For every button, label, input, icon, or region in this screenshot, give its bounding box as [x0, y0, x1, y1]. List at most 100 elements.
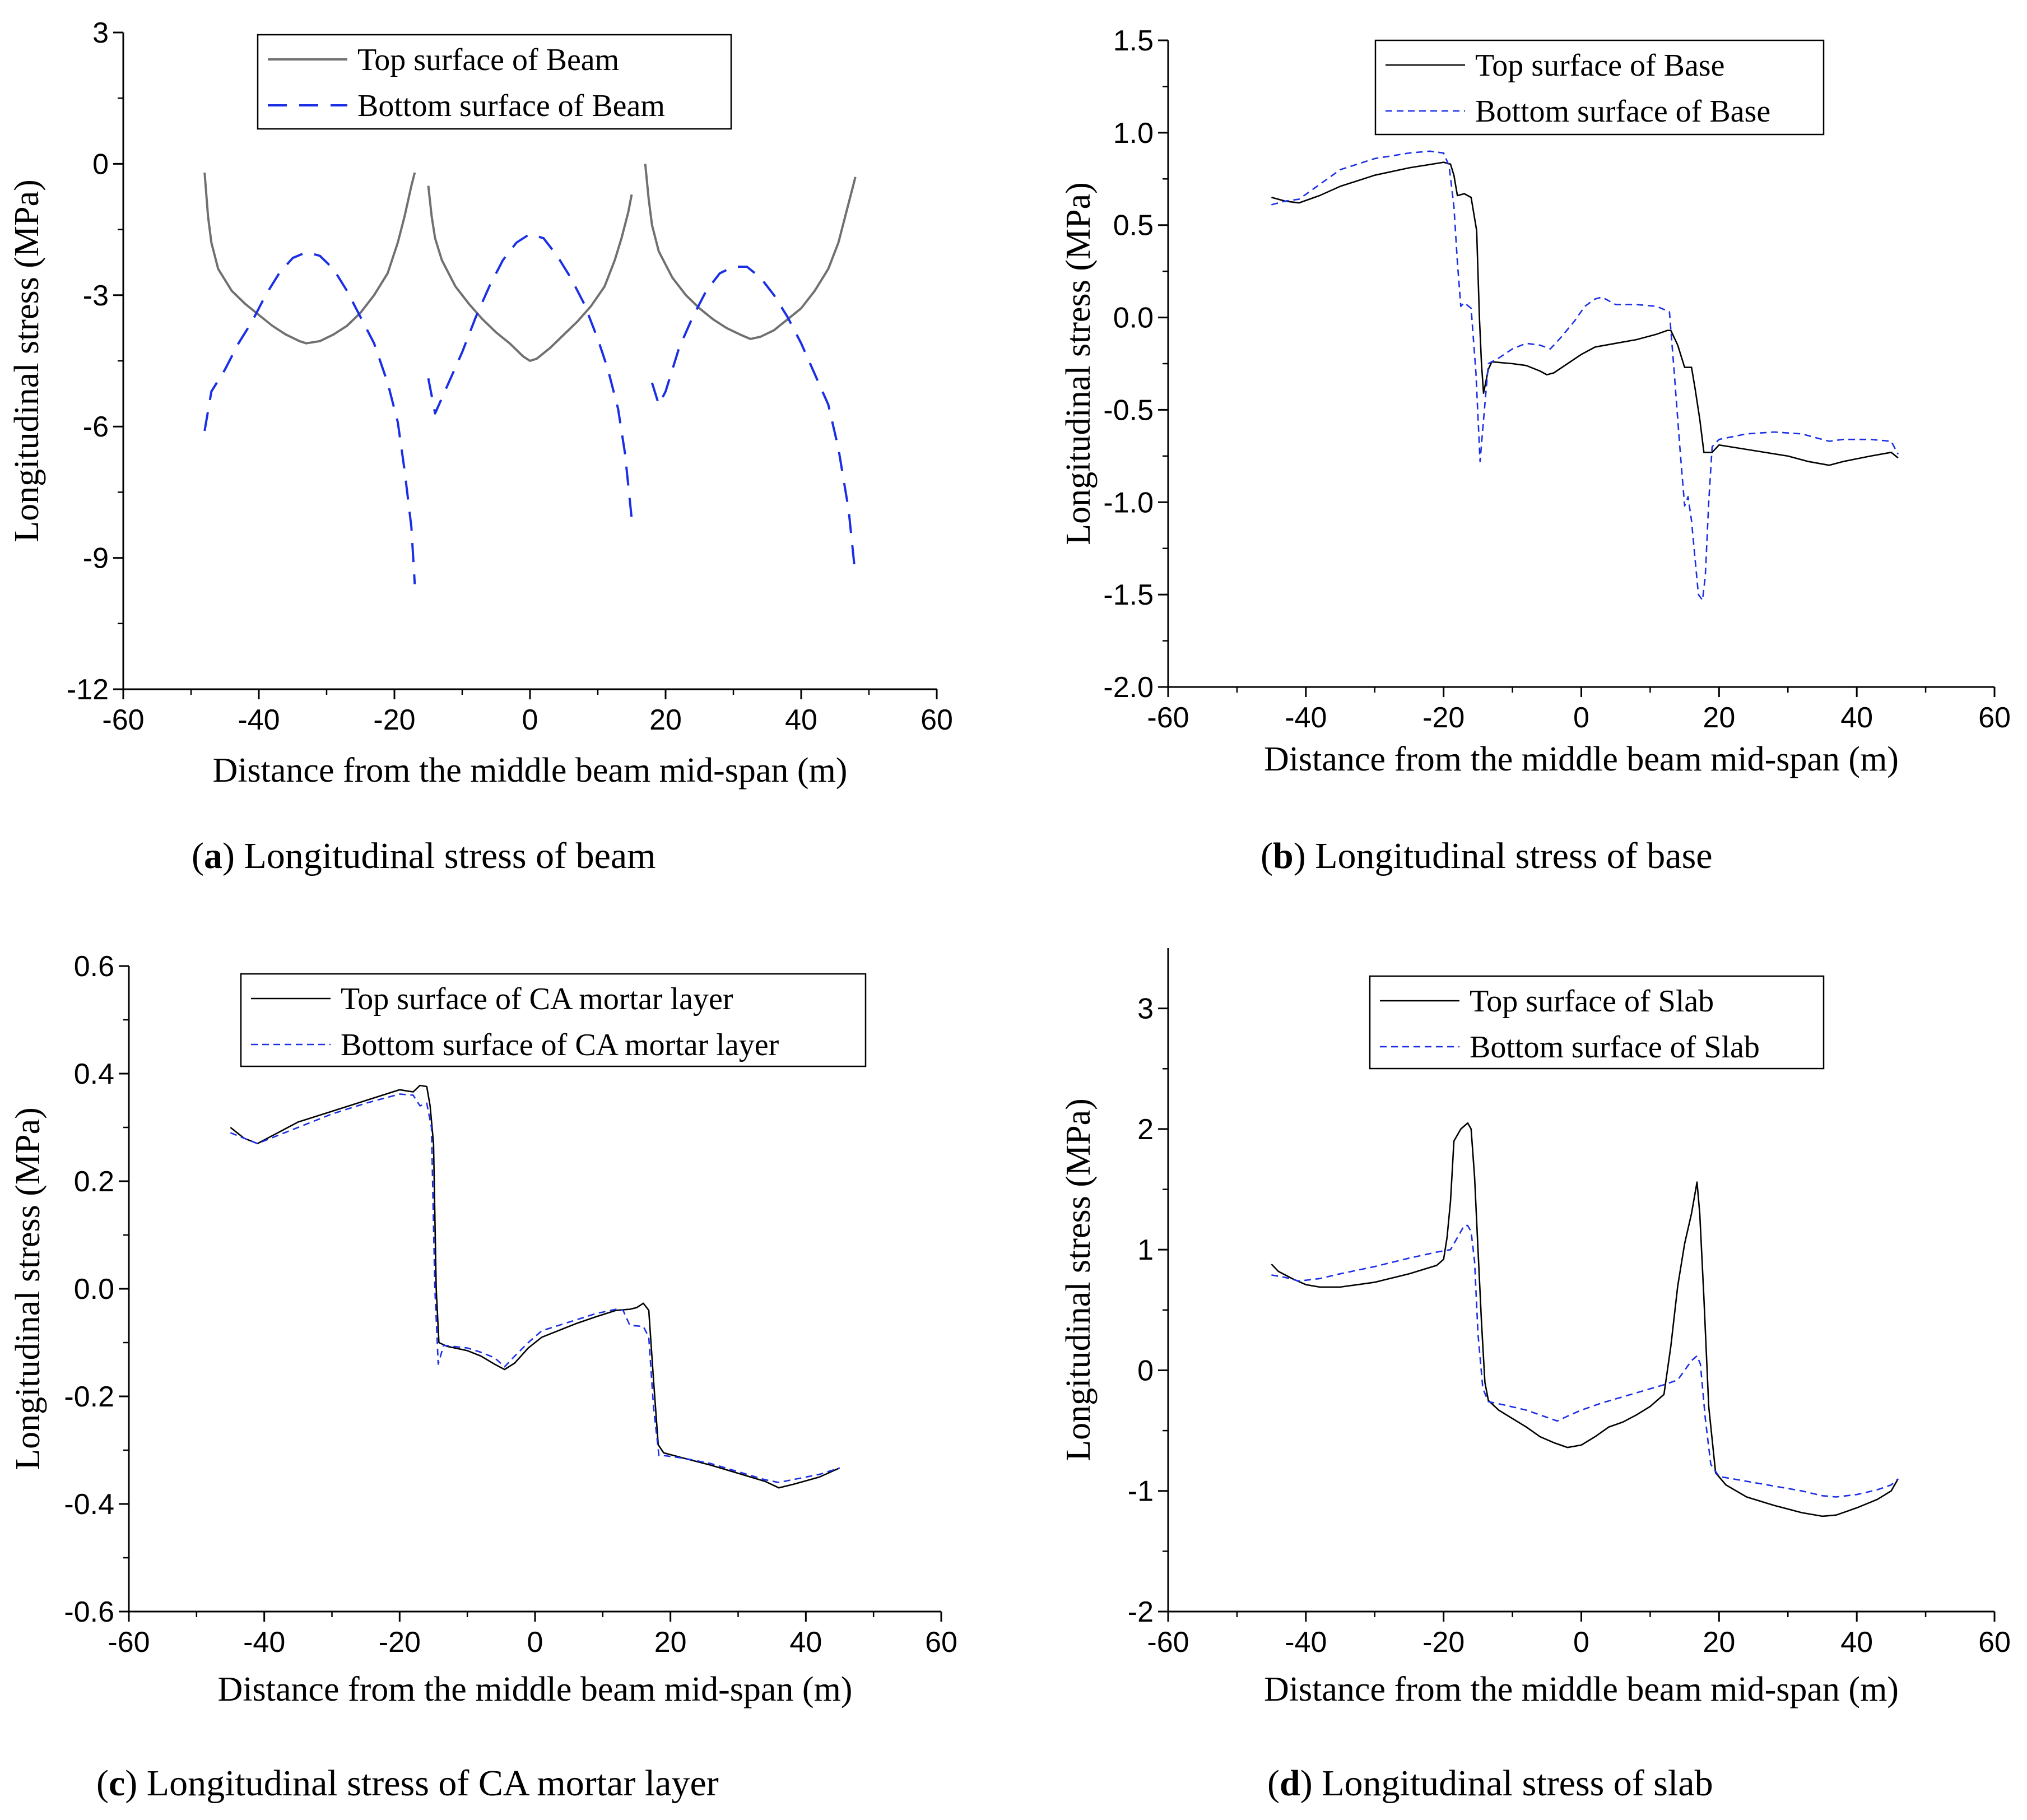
legend-label-top: Top surface of Slab [1470, 984, 1714, 1019]
x-tick-label: 60 [1978, 1626, 2011, 1659]
chart-b: -60 -40 -20 0 20 40 60 -2.0 -1.5 -1.0 -0.5 0.0 0.5 1.… [1059, 25, 2011, 778]
y-tick-label: 0.4 [74, 1058, 114, 1090]
y-tick-label: 0.6 [74, 950, 114, 983]
x-tick-label: 0 [1573, 1626, 1589, 1659]
series-top-surface-line [1271, 1122, 1899, 1517]
x-tick-label: -40 [238, 704, 280, 736]
x-tick-label: -20 [1422, 702, 1465, 734]
y-tick-label: 0 [92, 148, 109, 180]
x-tick-label: -20 [1422, 1626, 1465, 1659]
y-tick-label: 0.5 [1113, 210, 1154, 242]
chart-c: -60 -40 -20 0 20 40 60 -0.6 -0.4 -0.2 0.0 0.2 0.4 0.6… [9, 950, 957, 1708]
x-tick-label: 40 [1840, 1626, 1873, 1659]
x-tick-label: 60 [1978, 702, 2011, 734]
caption-b-text: Longitudinal stress of base [1305, 835, 1713, 876]
y-tick-label: -2.0 [1103, 671, 1154, 704]
x-tick-label: 60 [920, 704, 953, 736]
y-tick-label: 2 [1137, 1113, 1154, 1146]
y-tick-label: 0.0 [1113, 302, 1154, 335]
y-axis-label: Longitudinal stress (MPa) [9, 1107, 47, 1470]
caption-d-text: Longitudinal stress of slab [1312, 1763, 1713, 1804]
x-tick-label: -40 [243, 1626, 285, 1659]
caption-a-text: Longitudinal stress of beam [234, 835, 656, 876]
legend-box [240, 973, 867, 1067]
x-tick-label: 20 [654, 1626, 687, 1659]
y-tick-label: -0.4 [64, 1488, 114, 1521]
y-tick-label: -3 [83, 280, 109, 312]
legend-box [1374, 39, 1825, 136]
y-tick-label: -0.2 [64, 1381, 114, 1413]
y-tick-label: -0.5 [1103, 394, 1154, 426]
series-top-surface-line [427, 185, 633, 362]
x-tick-label: 40 [1840, 702, 1873, 734]
x-tick-label: 20 [1703, 1626, 1735, 1659]
y-tick-label: -1 [1128, 1475, 1154, 1508]
x-tick-label: 0 [522, 704, 538, 736]
caption-c: (c) Longitudinal stress of CA mortar lay… [96, 1763, 719, 1804]
y-axis-label: Longitudinal stress (MPa) [1059, 182, 1098, 545]
y-axis-label: Longitudinal stress (MPa) [8, 179, 46, 542]
x-tick-label: -60 [1147, 1626, 1189, 1659]
series-bottom-surface-line [230, 1093, 840, 1483]
series-bottom-surface-line [1271, 150, 1899, 601]
series-top-surface-line [1271, 161, 1899, 466]
caption-a-letter: a [203, 835, 222, 876]
chart-a: -60 -40 -20 0 20 40 60 -12 -9 -6 -3 0 3 Distance from… [8, 17, 953, 790]
y-tick-label: 1 [1137, 1234, 1154, 1266]
y-tick-label: -0.6 [64, 1596, 114, 1628]
caption-b: (b) Longitudinal stress of base [1261, 835, 1713, 876]
y-tick-label: 0.2 [74, 1166, 114, 1198]
caption-a: (a) Longitudinal stress of beam [192, 835, 656, 876]
y-tick-label: -9 [83, 542, 109, 575]
series-bottom-surface-line [203, 251, 416, 584]
caption-d: (d) Longitudinal stress of slab [1267, 1763, 1713, 1804]
x-tick-label: -40 [1285, 702, 1327, 734]
x-tick-label: 0 [527, 1626, 543, 1659]
y-tick-label: 0.0 [74, 1273, 114, 1306]
x-tick-label: -60 [102, 704, 144, 736]
y-tick-label: -12 [67, 674, 109, 706]
x-axis-label: Distance from the middle beam mid-span (… [218, 1670, 853, 1708]
y-tick-label: 1.5 [1113, 25, 1154, 57]
x-axis-label: Distance from the middle beam mid-span (… [1264, 1670, 1899, 1708]
series-top-surface-line [203, 172, 416, 345]
legend-box [1369, 975, 1825, 1070]
x-tick-label: 0 [1573, 702, 1589, 734]
y-tick-label: -2 [1128, 1596, 1154, 1628]
y-tick-label: -6 [83, 411, 109, 443]
y-tick-label: 3 [92, 17, 109, 49]
legend-box [257, 34, 732, 130]
x-tick-label: -60 [108, 1626, 150, 1659]
legend-label-top: Top surface of CA mortar layer [341, 982, 733, 1016]
y-tick-label: -1.5 [1103, 579, 1154, 611]
x-tick-label: 60 [925, 1626, 957, 1659]
legend-label-top: Top surface of Beam [357, 43, 619, 77]
x-tick-label: -60 [1147, 702, 1189, 734]
legend-label-top: Top surface of Base [1475, 48, 1724, 83]
y-tick-label: 1.0 [1113, 117, 1154, 150]
x-tick-label: -40 [1285, 1626, 1327, 1659]
series-bottom-surface-line [650, 266, 857, 576]
x-tick-label: 20 [649, 704, 682, 736]
legend-label-bottom: Bottom surface of Beam [357, 89, 665, 123]
y-tick-label: -1.0 [1103, 486, 1154, 519]
series-top-surface-line [230, 1084, 840, 1489]
x-tick-label: 40 [789, 1626, 822, 1659]
x-tick-label: -20 [373, 704, 415, 736]
x-axis-label: Distance from the middle beam mid-span (… [213, 751, 848, 790]
legend-label-bottom: Bottom surface of Base [1475, 94, 1770, 129]
series-bottom-surface-line [427, 233, 633, 519]
caption-d-letter: d [1279, 1763, 1300, 1804]
y-tick-label: 0 [1137, 1354, 1154, 1387]
series-bottom-surface-line [1271, 1224, 1899, 1498]
caption-b-letter: b [1272, 835, 1294, 876]
y-axis-label: Longitudinal stress (MPa) [1059, 1098, 1098, 1461]
legend-label-bottom: Bottom surface of Slab [1470, 1030, 1760, 1065]
y-tick-label: 3 [1137, 993, 1154, 1025]
x-tick-label: -20 [379, 1626, 421, 1659]
x-tick-label: 40 [785, 704, 817, 736]
x-tick-label: 20 [1703, 702, 1735, 734]
legend-label-bottom: Bottom surface of CA mortar layer [341, 1028, 779, 1062]
x-axis-label: Distance from the middle beam mid-span (… [1264, 740, 1899, 778]
